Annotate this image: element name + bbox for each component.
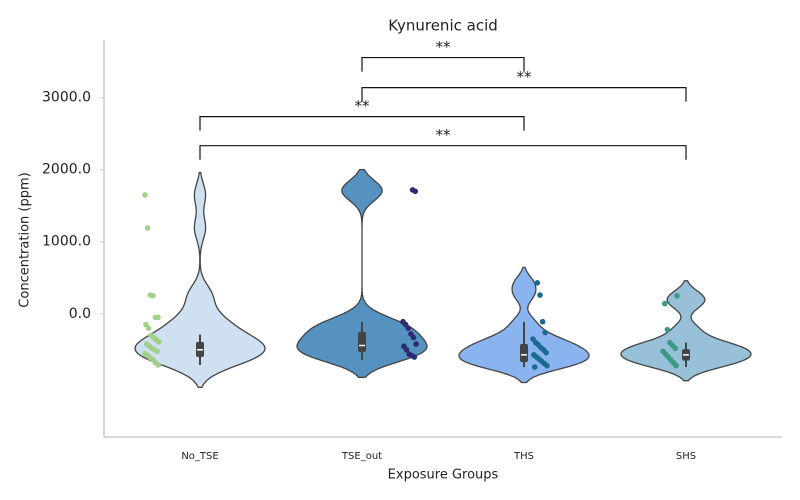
strip-point [539,318,546,325]
strip-point [672,345,679,352]
significance-bracket [199,145,687,160]
y-tick-label: 0.0 [69,306,91,322]
strip-point [544,362,550,369]
strip-point [142,192,148,198]
strip-point [412,188,419,195]
strip-point [155,362,161,368]
strip-point [405,325,412,332]
strip-point [537,292,543,298]
y-axis-label: Concentration (ppm) [18,172,33,307]
strip-point [156,339,162,345]
strip-point [673,362,679,369]
box [520,344,528,363]
strip-point [674,292,680,299]
strip-point [542,329,549,336]
y-tick-label: 1000.0 [42,234,91,250]
strip-point [144,225,151,231]
significance-label: ** [436,38,452,56]
significance-bracket [361,56,525,72]
strip-point [150,292,156,299]
significance-label: ** [355,97,371,115]
chart-title: Kynurenic acid [388,17,498,35]
violin [134,171,266,389]
strip-point [531,364,538,370]
significance-label: ** [436,126,452,144]
strip-point [155,314,161,321]
significance-label: ** [517,68,533,86]
x-tick-label: SHS [676,451,696,462]
strip-point [145,325,152,332]
x-axis-label: Exposure Groups [388,468,499,483]
strip-point [154,348,161,355]
significance-bracket [361,87,687,102]
strip-point [543,349,549,356]
y-tick-label: 3000.0 [42,90,91,106]
strip-point [410,334,417,341]
strip-point [664,326,671,333]
strip-point [661,300,668,307]
x-tick-label: THS [513,451,534,462]
violin [296,168,428,378]
violin [620,280,752,382]
x-tick-label: TSE_out [341,451,382,462]
significance-bracket [199,116,525,131]
x-tick-label: No_TSE [181,451,218,462]
box [358,331,366,352]
y-tick-label: 2000.0 [42,162,91,178]
strip-point [403,347,410,353]
strip-point [534,280,541,286]
strip-point [411,354,418,360]
strip-point [413,341,419,347]
